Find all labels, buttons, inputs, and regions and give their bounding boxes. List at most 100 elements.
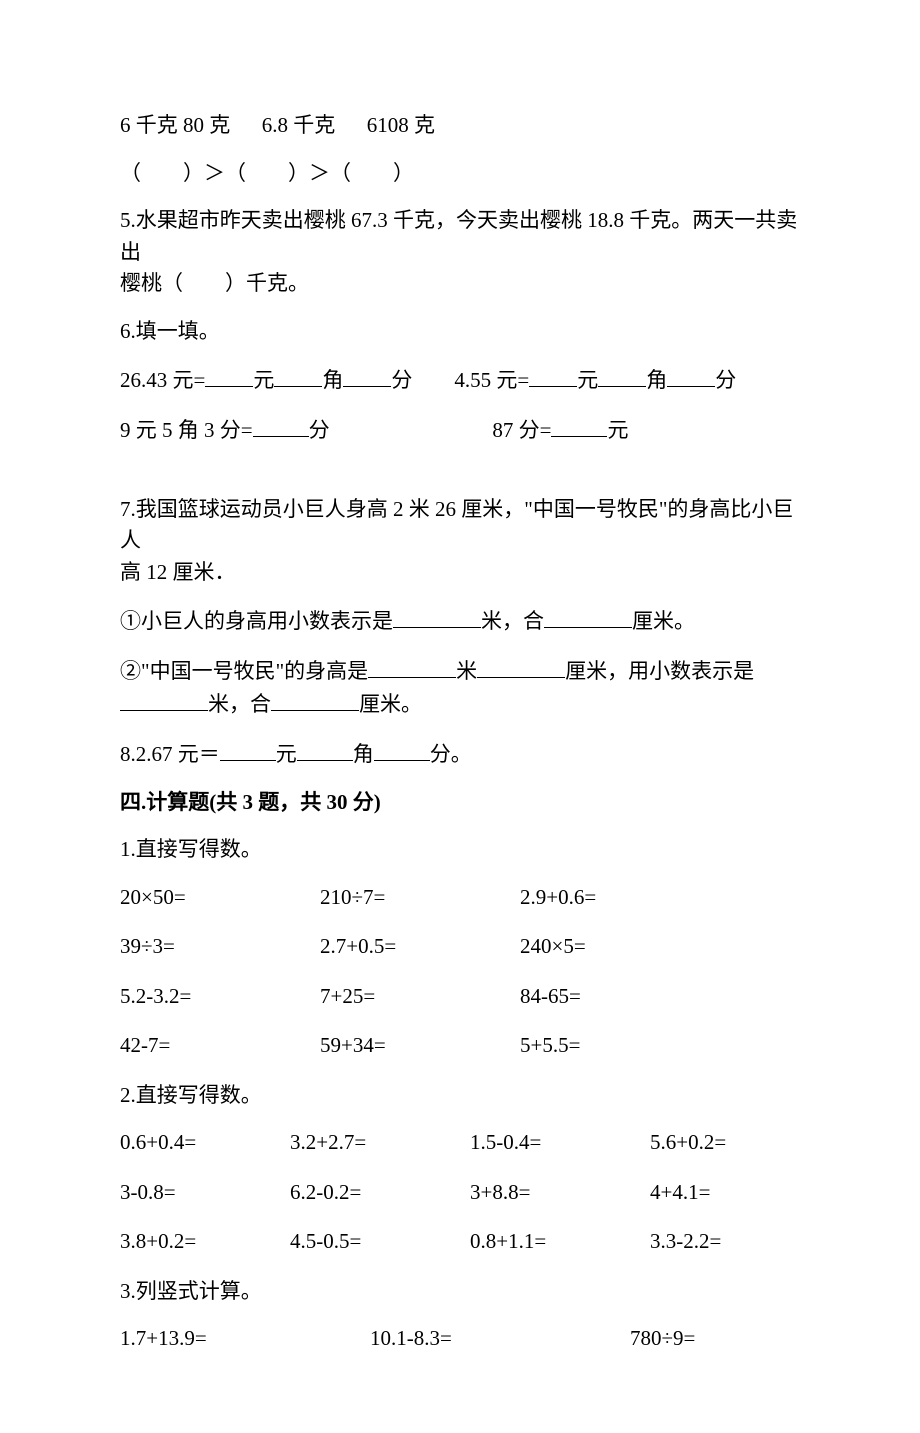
- blank[interactable]: [220, 737, 276, 761]
- q4-c: 6108 克: [367, 113, 435, 137]
- blank[interactable]: [598, 363, 646, 387]
- calc-row: 5.2-3.2=7+25=84-65=: [120, 981, 800, 1013]
- calc-row: 1.7+13.9=10.1-8.3=780÷9=: [120, 1323, 800, 1355]
- calc3-title: 3.列竖式计算。: [120, 1276, 800, 1308]
- q6-l2-a: 9 元 5 角 3 分=: [120, 418, 253, 442]
- q6-l1-b2: 元: [577, 368, 598, 392]
- calc-cell: 240×5=: [520, 931, 720, 963]
- q7-sub2-c: 厘米，用小数表示是: [565, 659, 754, 683]
- q5-text-a: 5.水果超市昨天卖出樱桃 67.3 千克，今天卖出樱桃 18.8 千克。两天一共…: [120, 208, 797, 264]
- q6-l2-b: 分: [309, 418, 330, 442]
- calc-row: 42-7=59+34=5+5.5=: [120, 1030, 800, 1062]
- blank[interactable]: [544, 604, 632, 628]
- calc2-title: 2.直接写得数。: [120, 1080, 800, 1112]
- calc-cell: 2.9+0.6=: [520, 882, 720, 914]
- blank[interactable]: [374, 737, 430, 761]
- q4-b: 6.8 千克: [262, 113, 336, 137]
- blank[interactable]: [343, 363, 391, 387]
- q5: 5.水果超市昨天卖出樱桃 67.3 千克，今天卖出樱桃 18.8 千克。两天一共…: [120, 205, 800, 300]
- calc-row: 3-0.8=6.2-0.2=3+8.8=4+4.1=: [120, 1177, 800, 1209]
- blank[interactable]: [297, 737, 353, 761]
- q6-l2-c: 87 分=: [492, 418, 551, 442]
- section4-title: 四.计算题(共 3 题，共 30 分): [120, 787, 800, 819]
- q6-l1-d2: 分: [715, 368, 736, 392]
- calc-row: 3.8+0.2=4.5-0.5=0.8+1.1=3.3-2.2=: [120, 1226, 800, 1258]
- q7-sub2-e: 厘米。: [359, 692, 422, 716]
- calc-cell: 5+5.5=: [520, 1030, 720, 1062]
- q7-line2: 高 12 厘米．: [120, 560, 236, 584]
- q4-line2: （ ）＞（ ）＞（ ）: [120, 158, 800, 190]
- q6-l1-c: 角: [322, 368, 343, 392]
- q6-l2-d: 元: [607, 418, 628, 442]
- calc-cell: 5.2-3.2=: [120, 981, 320, 1013]
- calc-cell: 39÷3=: [120, 931, 320, 963]
- calc-cell: 6.2-0.2=: [290, 1177, 470, 1209]
- q6-l1-c2: 角: [646, 368, 667, 392]
- q5-text-b: 樱桃（ ）千克。: [120, 271, 309, 295]
- calc2-rows: 0.6+0.4=3.2+2.7=1.5-0.4=5.6+0.2= 3-0.8=6.…: [120, 1127, 800, 1258]
- blank[interactable]: [393, 604, 481, 628]
- calc-cell: 3.8+0.2=: [120, 1226, 290, 1258]
- q7-sub2-d: 米，合: [208, 692, 271, 716]
- calc-cell: 5.6+0.2=: [650, 1127, 800, 1159]
- q7-sub2: ②"中国一号牧民"的身高是 米 厘米，用小数表示是 米，合 厘米。: [120, 654, 800, 721]
- blank[interactable]: [529, 363, 577, 387]
- blank[interactable]: [253, 413, 309, 437]
- q6-line2: 9 元 5 角 3 分= 分 87 分= 元: [120, 413, 800, 447]
- calc-row: 0.6+0.4=3.2+2.7=1.5-0.4=5.6+0.2=: [120, 1127, 800, 1159]
- calc-cell: 59+34=: [320, 1030, 520, 1062]
- q7-intro: 7.我国篮球运动员小巨人身高 2 米 26 厘米，"中国一号牧民"的身高比小巨人…: [120, 494, 800, 589]
- calc-cell: 4.5-0.5=: [290, 1226, 470, 1258]
- calc-cell: 3-0.8=: [120, 1177, 290, 1209]
- q6-title: 6.填一填。: [120, 316, 800, 348]
- calc-cell: 0.8+1.1=: [470, 1226, 650, 1258]
- calc-cell: 0.6+0.4=: [120, 1127, 290, 1159]
- blank[interactable]: [205, 363, 253, 387]
- q7-sub1: ①小巨人的身高用小数表示是 米，合 厘米。: [120, 604, 800, 638]
- q8-c: 角: [353, 742, 374, 766]
- calc-cell: 210÷7=: [320, 882, 520, 914]
- calc-cell: 780÷9=: [630, 1323, 780, 1355]
- blank[interactable]: [477, 654, 565, 678]
- blank[interactable]: [368, 654, 456, 678]
- q7-sub1-c: 厘米。: [632, 609, 695, 633]
- q8-b: 元: [276, 742, 297, 766]
- q6-l1-d: 分: [391, 368, 412, 392]
- q7-sub1-a: ①小巨人的身高用小数表示是: [120, 609, 393, 633]
- calc-cell: 42-7=: [120, 1030, 320, 1062]
- blank[interactable]: [274, 363, 322, 387]
- blank[interactable]: [551, 413, 607, 437]
- q7-line1: 7.我国篮球运动员小巨人身高 2 米 26 厘米，"中国一号牧民"的身高比小巨人: [120, 497, 793, 553]
- q6-line1: 26.43 元= 元 角 分 4.55 元= 元 角 分: [120, 363, 800, 397]
- calc3-rows: 1.7+13.9=10.1-8.3=780÷9=: [120, 1323, 800, 1355]
- calc1-rows: 20×50=210÷7=2.9+0.6= 39÷3=2.7+0.5=240×5= 5…: [120, 882, 800, 1062]
- blank[interactable]: [120, 687, 208, 711]
- q7-sub2-b: 米: [456, 659, 477, 683]
- q6-l1-e: 4.55 元=: [454, 368, 529, 392]
- q7-sub1-b: 米，合: [481, 609, 544, 633]
- calc1-title: 1.直接写得数。: [120, 834, 800, 866]
- calc-cell: 20×50=: [120, 882, 320, 914]
- q6-l1-a: 26.43 元=: [120, 368, 205, 392]
- q8-d: 分。: [430, 742, 472, 766]
- calc-cell: 3+8.8=: [470, 1177, 650, 1209]
- calc-cell: 3.2+2.7=: [290, 1127, 470, 1159]
- q7-sub2-a: ②"中国一号牧民"的身高是: [120, 659, 368, 683]
- calc-row: 20×50=210÷7=2.9+0.6=: [120, 882, 800, 914]
- q8-a: 8.2.67 元＝: [120, 742, 220, 766]
- q4-line1: 6 千克 80 克 6.8 千克 6108 克: [120, 110, 800, 142]
- calc-cell: 1.7+13.9=: [120, 1323, 370, 1355]
- blank[interactable]: [667, 363, 715, 387]
- blank[interactable]: [271, 687, 359, 711]
- calc-cell: 1.5-0.4=: [470, 1127, 650, 1159]
- q6-l1-b: 元: [253, 368, 274, 392]
- calc-cell: 10.1-8.3=: [370, 1323, 630, 1355]
- q4-a: 6 千克 80 克: [120, 113, 230, 137]
- calc-row: 39÷3=2.7+0.5=240×5=: [120, 931, 800, 963]
- q8: 8.2.67 元＝ 元 角 分。: [120, 737, 800, 771]
- calc-cell: 7+25=: [320, 981, 520, 1013]
- calc-cell: 2.7+0.5=: [320, 931, 520, 963]
- calc-cell: 4+4.1=: [650, 1177, 800, 1209]
- calc-cell: 3.3-2.2=: [650, 1226, 800, 1258]
- calc-cell: 84-65=: [520, 981, 720, 1013]
